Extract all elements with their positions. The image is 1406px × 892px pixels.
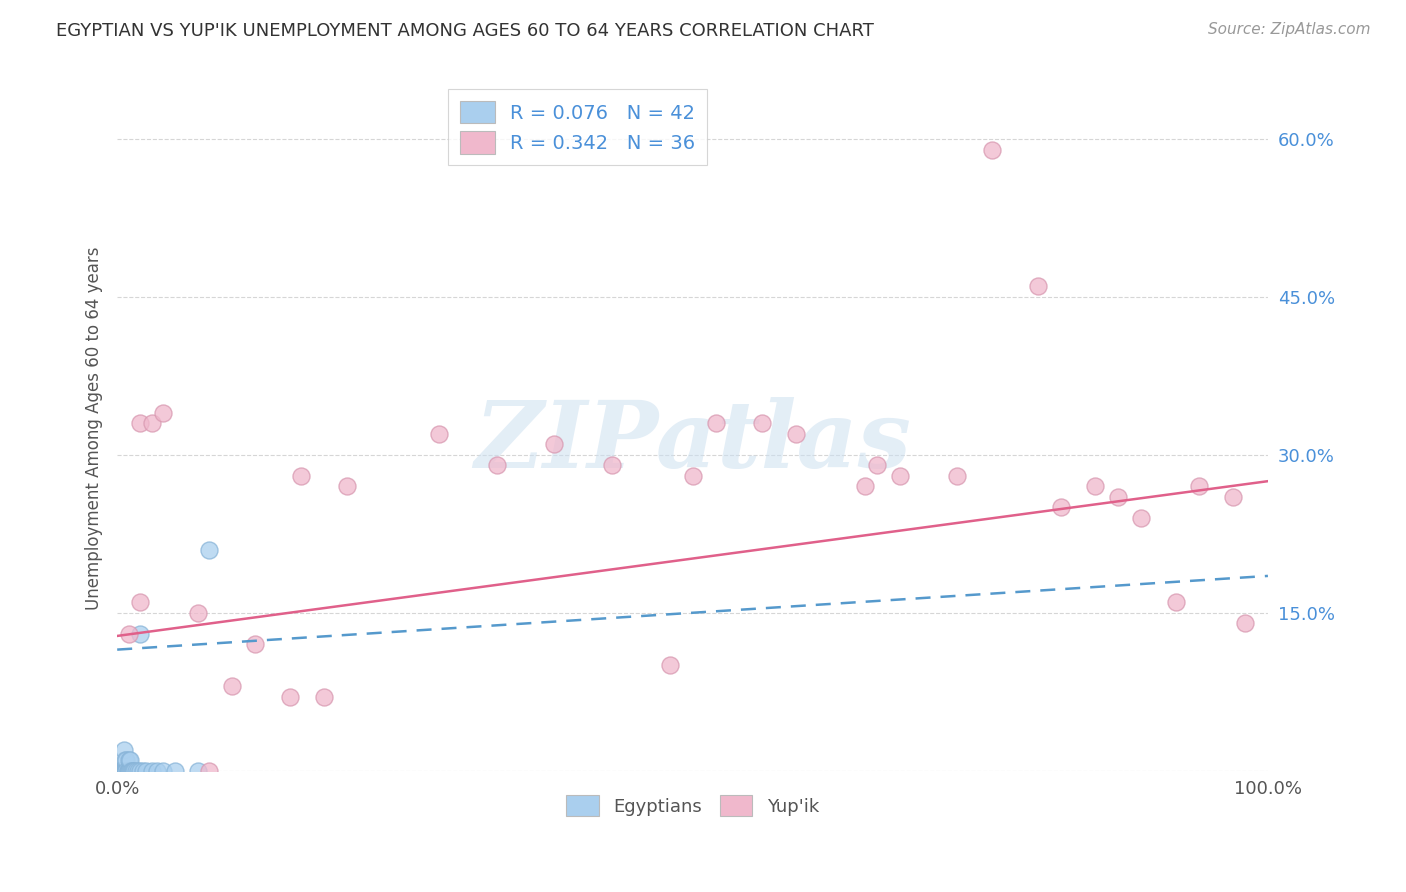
Y-axis label: Unemployment Among Ages 60 to 64 years: Unemployment Among Ages 60 to 64 years (86, 247, 103, 610)
Point (682, 469, 704, 483)
Point (152, 764, 174, 778)
Point (129, 627, 152, 641)
Point (314, 690, 336, 704)
Point (1164, 595, 1187, 609)
Point (118, 764, 141, 778)
Point (131, 764, 153, 778)
Point (111, 764, 134, 778)
Point (980, 143, 1002, 157)
Point (114, 764, 136, 778)
Point (866, 458, 889, 473)
Point (658, 658, 681, 673)
Legend: Egyptians, Yup'ik: Egyptians, Yup'ik (558, 788, 827, 823)
Point (114, 753, 136, 767)
Point (129, 595, 152, 609)
Point (853, 479, 876, 493)
Point (1130, 511, 1153, 525)
Point (152, 406, 174, 420)
Point (118, 764, 141, 778)
Point (117, 764, 139, 778)
Point (187, 764, 209, 778)
Point (110, 764, 132, 778)
Point (600, 458, 623, 473)
Point (114, 764, 136, 778)
Point (198, 764, 221, 778)
Point (111, 764, 134, 778)
Point (115, 753, 138, 767)
Point (115, 764, 138, 778)
Point (336, 479, 359, 493)
Point (110, 764, 132, 778)
Point (187, 606, 209, 620)
Text: ZIPatlas: ZIPatlas (474, 397, 911, 487)
Point (1188, 479, 1211, 493)
Point (198, 542, 221, 557)
Point (129, 764, 152, 778)
Point (290, 469, 312, 483)
Point (1084, 479, 1107, 493)
Point (118, 753, 141, 767)
Point (111, 764, 134, 778)
Point (245, 637, 267, 651)
Point (124, 764, 146, 778)
Point (485, 458, 508, 473)
Point (889, 469, 911, 483)
Point (120, 764, 142, 778)
Point (111, 764, 134, 778)
Point (146, 764, 169, 778)
Text: EGYPTIAN VS YUP'IK UNEMPLOYMENT AMONG AGES 60 TO 64 YEARS CORRELATION CHART: EGYPTIAN VS YUP'IK UNEMPLOYMENT AMONG AG… (56, 22, 875, 40)
Point (127, 764, 149, 778)
Point (1049, 500, 1071, 515)
Point (112, 742, 135, 756)
Point (1026, 279, 1049, 293)
Point (946, 469, 969, 483)
Point (111, 764, 134, 778)
Point (543, 437, 565, 451)
Point (108, 764, 131, 778)
Point (111, 764, 134, 778)
Text: Source: ZipAtlas.com: Source: ZipAtlas.com (1208, 22, 1371, 37)
Point (785, 426, 807, 441)
Point (112, 764, 135, 778)
Point (121, 764, 143, 778)
Point (117, 764, 139, 778)
Point (221, 680, 243, 694)
Point (141, 764, 163, 778)
Point (118, 764, 141, 778)
Point (115, 764, 138, 778)
Point (278, 690, 301, 704)
Point (141, 417, 163, 431)
Point (1233, 616, 1256, 631)
Point (429, 426, 451, 441)
Point (124, 764, 146, 778)
Point (111, 764, 134, 778)
Point (704, 417, 727, 431)
Point (112, 764, 135, 778)
Point (135, 764, 157, 778)
Point (118, 753, 141, 767)
Point (1107, 490, 1129, 504)
Point (163, 764, 186, 778)
Point (1222, 490, 1244, 504)
Point (122, 764, 145, 778)
Point (118, 627, 141, 641)
Point (751, 417, 773, 431)
Point (129, 417, 152, 431)
